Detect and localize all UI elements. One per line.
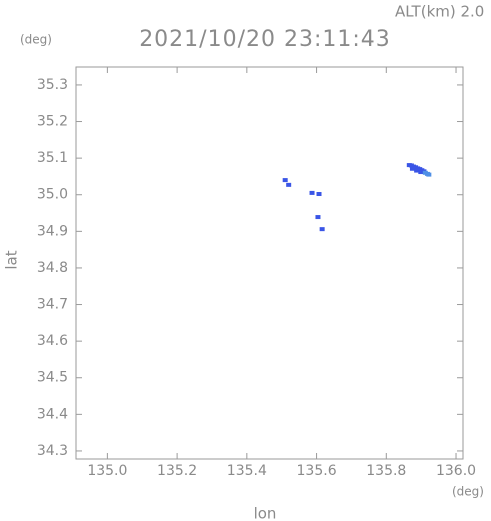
point	[286, 182, 292, 187]
x-tick-label: 135.4	[227, 463, 267, 479]
x-tick-label: 136.0	[436, 463, 476, 479]
point	[309, 190, 315, 195]
point	[316, 192, 322, 197]
x-tick-label: 135.6	[297, 463, 337, 479]
y-axis-label: lat	[3, 250, 21, 269]
x-axis-label: lon	[254, 505, 277, 521]
point	[414, 168, 420, 173]
point	[282, 178, 288, 183]
x-tick-label: 135.0	[87, 463, 127, 479]
plot-frame	[75, 66, 464, 460]
y-tick-label: 34.7	[37, 297, 68, 313]
point	[315, 215, 321, 220]
point	[426, 172, 432, 177]
y-tick-label: 34.3	[37, 443, 68, 459]
point	[409, 166, 415, 171]
y-tick-label: 34.5	[37, 370, 68, 386]
y-tick-label: 35.3	[37, 77, 68, 93]
chart-title: 2021/10/20 23:11:43	[139, 27, 391, 52]
y-tick-label: 35.1	[37, 150, 68, 166]
y-tick-label: 34.4	[37, 406, 68, 422]
x-tick-label: 135.2	[157, 463, 197, 479]
y-tick-label: 35.2	[37, 114, 68, 130]
x-unit: (deg)	[452, 485, 484, 499]
subtitle: ALT(km) 2.0	[395, 3, 484, 21]
y-unit: (deg)	[20, 33, 52, 47]
x-tick-label: 135.8	[366, 463, 406, 479]
y-tick-label: 34.6	[37, 333, 68, 349]
y-tick-label: 35.0	[37, 187, 68, 203]
point	[418, 170, 424, 175]
y-tick-label: 34.8	[37, 260, 68, 276]
y-tick-label: 34.9	[37, 223, 68, 239]
point	[319, 227, 325, 232]
